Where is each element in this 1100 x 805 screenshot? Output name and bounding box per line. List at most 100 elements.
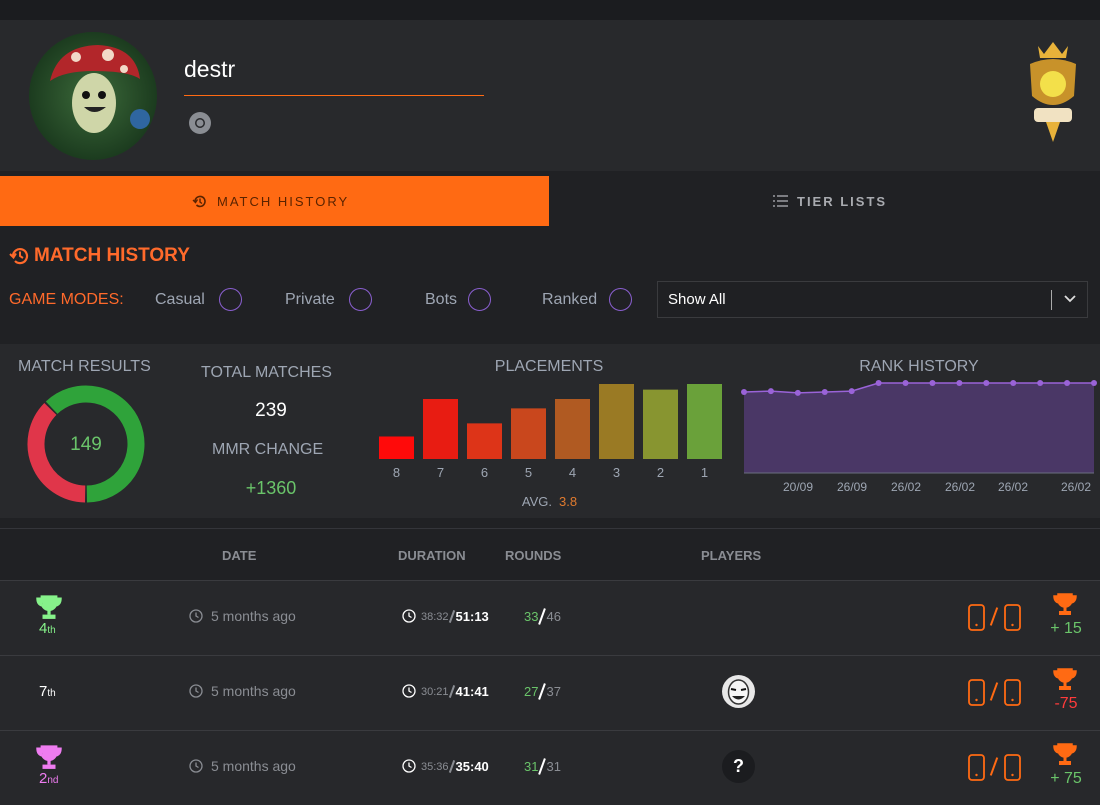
trophy-icon <box>1053 743 1077 765</box>
player-avatar[interactable] <box>722 675 755 708</box>
trophy-stem <box>47 759 51 765</box>
chrome-icon <box>189 112 211 134</box>
badge-tip <box>1046 122 1060 142</box>
trophy-stem <box>1063 606 1067 611</box>
device-dot <box>1011 698 1014 702</box>
list-icon <box>773 195 788 207</box>
clock-face <box>402 609 416 623</box>
device-dot <box>1011 773 1014 777</box>
rank-x-label: 26/09 <box>837 480 867 494</box>
clock-hands <box>195 762 199 769</box>
device-outline <box>968 754 985 781</box>
avg-label: AVG. <box>522 494 552 509</box>
clock-face <box>189 609 203 623</box>
rank-line <box>743 382 1094 394</box>
placement-label: 2 <box>657 465 664 480</box>
match-date: 5 months ago <box>211 608 296 624</box>
col-header: DATE <box>222 548 257 563</box>
match-duration: 41:41 <box>455 684 489 699</box>
device-outline <box>968 679 985 706</box>
rounds-won: 31 <box>524 759 539 774</box>
avatar <box>29 32 157 160</box>
mode-checkbox[interactable] <box>468 288 491 311</box>
clock-face <box>402 684 416 698</box>
col-header: DURATION <box>398 548 466 563</box>
mushroom-body <box>72 73 116 133</box>
rounds-won: 33 <box>524 609 539 624</box>
placement-bar <box>467 423 502 459</box>
divider <box>0 528 1100 529</box>
mode-checkbox[interactable] <box>219 288 242 311</box>
clock-icon <box>402 759 416 773</box>
match-time: 35:36 <box>421 761 449 773</box>
cap-spot <box>120 65 128 73</box>
mode-select[interactable]: Show All <box>657 281 1088 318</box>
placement-label: 3 <box>613 465 620 480</box>
clock-face <box>189 684 203 698</box>
placement-suffix: th <box>47 688 56 699</box>
row-bg <box>0 730 1100 805</box>
placement: 2nd <box>39 770 58 787</box>
trophy-icon <box>36 595 62 619</box>
placement-bar <box>599 384 634 459</box>
tab-match-history[interactable]: MATCH HISTORY <box>0 176 549 226</box>
mmr-delta: + 15 <box>1050 620 1082 637</box>
row-bg <box>0 580 1100 655</box>
eye <box>82 91 90 99</box>
username: destr <box>184 56 236 82</box>
mmr-delta: -75 <box>1054 695 1078 712</box>
device-icon <box>968 604 985 631</box>
stat-title: MATCH RESULTS <box>18 358 151 375</box>
mode-label: Casual <box>155 291 205 308</box>
trophy-icon <box>1053 593 1077 615</box>
match-duration: 51:13 <box>455 609 489 624</box>
clock-hands <box>195 612 199 619</box>
mode-label: Ranked <box>542 291 598 308</box>
clock-icon <box>189 684 203 698</box>
trophy-stem <box>1063 681 1067 686</box>
mode-label: Bots <box>425 291 458 308</box>
device-icon <box>1004 679 1021 706</box>
clock-hands <box>408 687 412 694</box>
tab-tier-lists[interactable]: TIER LISTS <box>549 176 1100 226</box>
trophy-stem <box>47 609 51 615</box>
placement-bar <box>511 408 546 459</box>
trophy-base <box>42 614 56 619</box>
stat-title: TOTAL MATCHES <box>201 364 332 381</box>
filter-label: GAME MODES: <box>9 291 124 308</box>
rank-area <box>744 383 1094 473</box>
clock-icon <box>402 684 416 698</box>
select-value: Show All <box>668 291 726 308</box>
trophy-cup <box>1053 593 1077 608</box>
stat-title: PLACEMENTS <box>494 358 604 375</box>
mode-checkbox[interactable] <box>609 288 632 311</box>
rank-x-label: 20/09 <box>783 480 813 494</box>
placement-label: 4 <box>569 465 576 480</box>
tab-label: TIER LISTS <box>797 194 888 209</box>
player-unknown[interactable]: ? <box>722 750 755 783</box>
rank-point <box>1091 380 1097 386</box>
rounds-total: 46 <box>546 609 561 624</box>
device-dot <box>1011 623 1014 627</box>
rank-point <box>983 380 990 386</box>
device-dot <box>975 623 978 627</box>
device-dot <box>975 773 978 777</box>
rounds-won: 27 <box>524 684 539 699</box>
rank-x-label: 26/02 <box>891 480 921 494</box>
placement: 4th <box>39 620 56 637</box>
icon-core <box>196 119 204 127</box>
stat-title: MMR CHANGE <box>212 441 324 458</box>
device-icon <box>1004 604 1021 631</box>
match-duration: 35:40 <box>455 759 489 774</box>
placement-label: 1 <box>701 465 708 480</box>
device-outline <box>1004 679 1021 706</box>
rank-x-label: 26/02 <box>998 480 1028 494</box>
ribbon <box>1034 108 1072 122</box>
top-strip <box>0 0 1100 20</box>
joker-face <box>727 679 750 705</box>
clock-icon <box>189 609 203 623</box>
select-divider <box>1051 290 1052 310</box>
mode-checkbox[interactable] <box>349 288 372 311</box>
